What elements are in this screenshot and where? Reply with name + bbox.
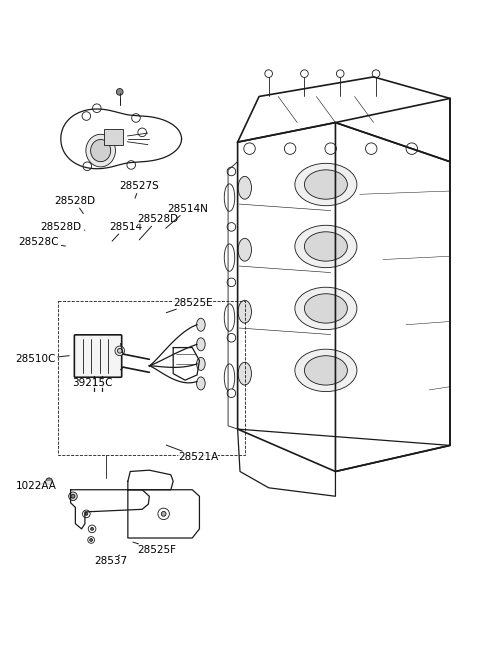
Circle shape — [227, 333, 236, 342]
Ellipse shape — [238, 238, 252, 261]
Ellipse shape — [304, 170, 348, 199]
Circle shape — [325, 143, 336, 154]
FancyBboxPatch shape — [74, 335, 122, 377]
Circle shape — [239, 183, 249, 193]
Circle shape — [227, 389, 236, 398]
Ellipse shape — [295, 349, 357, 392]
Ellipse shape — [197, 377, 205, 390]
Ellipse shape — [295, 225, 357, 268]
Ellipse shape — [197, 318, 205, 331]
Text: 28525E: 28525E — [166, 298, 213, 313]
Circle shape — [69, 492, 77, 501]
Ellipse shape — [304, 356, 348, 385]
Circle shape — [365, 143, 377, 154]
Text: 28527S: 28527S — [120, 181, 159, 198]
Circle shape — [227, 278, 236, 287]
Ellipse shape — [197, 358, 205, 371]
Circle shape — [239, 369, 249, 379]
Text: 28514N: 28514N — [166, 203, 208, 228]
Text: 28525F: 28525F — [133, 542, 176, 555]
Text: 28528C: 28528C — [18, 237, 65, 247]
Ellipse shape — [238, 300, 252, 323]
Text: 28514: 28514 — [109, 222, 142, 241]
Circle shape — [138, 128, 146, 136]
Circle shape — [161, 512, 166, 516]
Ellipse shape — [91, 140, 111, 161]
Circle shape — [82, 112, 91, 120]
Circle shape — [265, 70, 273, 77]
Circle shape — [115, 346, 124, 356]
Ellipse shape — [304, 294, 348, 323]
Ellipse shape — [304, 232, 348, 261]
Text: 1022AA: 1022AA — [16, 481, 57, 491]
Circle shape — [284, 143, 296, 154]
Circle shape — [90, 539, 93, 541]
Circle shape — [227, 222, 236, 231]
Circle shape — [93, 104, 101, 112]
Circle shape — [71, 495, 75, 498]
Text: 28528D: 28528D — [40, 222, 85, 232]
Circle shape — [336, 70, 344, 77]
Circle shape — [239, 245, 249, 255]
Circle shape — [132, 113, 140, 122]
Ellipse shape — [238, 362, 252, 385]
Circle shape — [244, 143, 255, 154]
Text: 28528D: 28528D — [54, 196, 95, 214]
Text: 28537: 28537 — [95, 555, 128, 567]
Circle shape — [227, 167, 236, 176]
Text: 28528D: 28528D — [137, 214, 179, 240]
Ellipse shape — [295, 287, 357, 329]
Circle shape — [91, 527, 94, 530]
Circle shape — [83, 162, 92, 171]
Bar — [58, 300, 245, 455]
Circle shape — [46, 478, 52, 485]
Circle shape — [117, 348, 122, 353]
Text: 28521A: 28521A — [166, 445, 218, 462]
Text: 39215C: 39215C — [72, 378, 112, 388]
Circle shape — [88, 525, 96, 533]
Circle shape — [85, 512, 88, 516]
Circle shape — [300, 70, 308, 77]
Ellipse shape — [238, 176, 252, 199]
Circle shape — [116, 89, 123, 95]
Ellipse shape — [197, 338, 205, 351]
Circle shape — [88, 537, 95, 543]
Circle shape — [83, 510, 90, 518]
Circle shape — [239, 307, 249, 316]
Ellipse shape — [295, 163, 357, 206]
Circle shape — [406, 143, 418, 154]
Ellipse shape — [86, 134, 116, 167]
Circle shape — [127, 161, 135, 169]
Circle shape — [158, 508, 169, 520]
Circle shape — [372, 70, 380, 77]
Text: 28510C: 28510C — [15, 354, 69, 364]
Bar — [104, 129, 123, 146]
